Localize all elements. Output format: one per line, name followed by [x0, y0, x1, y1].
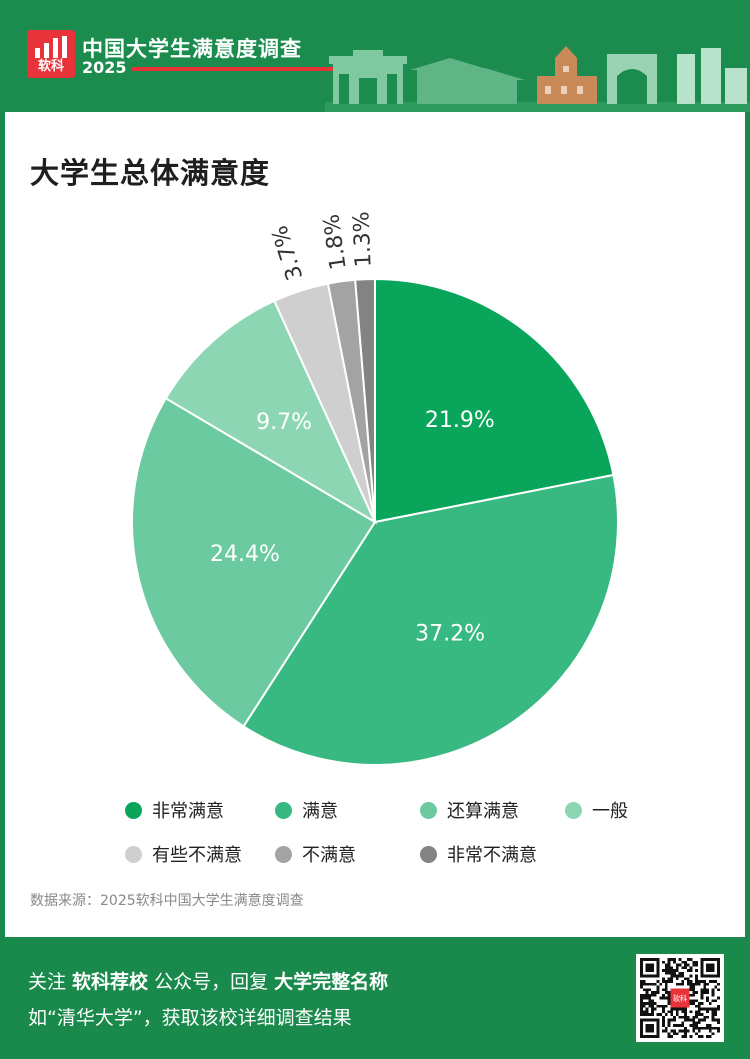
svg-text:软科: 软科 [673, 994, 687, 1003]
campus-skyline-illustration [325, 46, 750, 112]
survey-year: 2025 [82, 58, 127, 77]
shanghairanking-logo: 软科 [27, 30, 75, 78]
footer-banner: 关注 软科荐校 公众号，回复 大学完整名称 如“清华大学”，获取该校详细调查结果… [0, 937, 750, 1059]
chart-card: 大学生总体满意度 21.9% 37.2% 24.4% 9.7% 3.7% 1.8% 1.3%… [5, 112, 745, 937]
footer-text-reply: 公众号，回复 [148, 971, 275, 993]
header-banner: 软科 中国大学生满意度调查 2025 [0, 0, 750, 112]
data-source-note: 数据来源：2025软科中国大学生满意度调查 [30, 893, 304, 909]
pie-slice-1 [374, 277, 615, 524]
pie-slice-3 [131, 396, 377, 728]
pie-slice-2 [242, 473, 619, 766]
logo-bars-icon [35, 36, 67, 58]
slice-label-2: 37.2% [415, 622, 485, 647]
footer-example-line: 如“清华大学”，获取该校详细调查结果 [28, 1007, 352, 1029]
qr-code-icon: 软科 [640, 958, 720, 1038]
logo-text: 软科 [37, 59, 64, 74]
qr-code[interactable]: 软科 [636, 954, 724, 1042]
slice-label-7: 1.3% [349, 211, 376, 268]
footer-account-name: 软科荐校 [72, 971, 149, 993]
slice-label-1: 21.9% [425, 408, 495, 433]
pie-slice-7 [354, 277, 376, 523]
slice-label-4: 9.7% [256, 410, 312, 435]
slice-label-5: 3.7% [267, 222, 308, 283]
footer-keyword: 大学完整名称 [274, 971, 389, 993]
chart-title: 大学生总体满意度 [30, 156, 271, 190]
slice-label-3: 24.4% [210, 542, 280, 567]
survey-title: 中国大学生满意度调查 [82, 37, 302, 61]
footer-text-follow: 关注 [28, 971, 73, 993]
pie-slice-4 [164, 299, 378, 525]
pie-chart: 21.9% 37.2% 24.4% 9.7% 3.7% 1.8%1.3% [131, 211, 619, 766]
title-underline [132, 67, 335, 71]
footer-follow-line: 关注 软科荐校 公众号，回复 大学完整名称 [28, 967, 388, 994]
slice-label-6: 1.8% [319, 212, 351, 271]
